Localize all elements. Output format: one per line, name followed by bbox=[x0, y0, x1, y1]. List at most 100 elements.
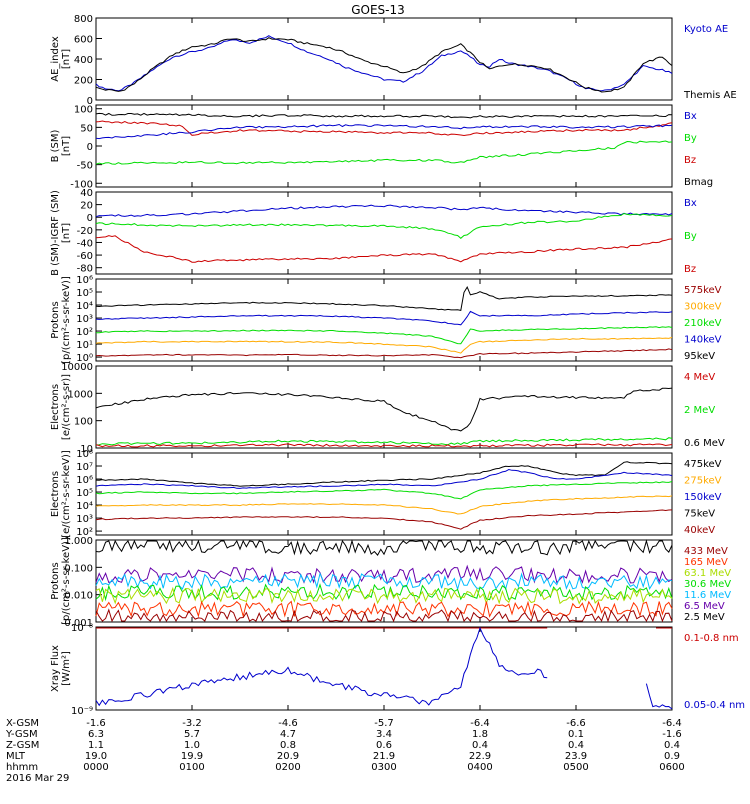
series-line-165-mev bbox=[95, 600, 673, 619]
x-axis-value: 19.0 bbox=[85, 751, 107, 762]
legend-entry: Themis AE bbox=[683, 90, 737, 101]
series-line-bmag bbox=[95, 112, 673, 119]
panel-frame bbox=[95, 17, 673, 101]
x-axis-row-label: hhmm bbox=[6, 762, 38, 773]
y-tick-label: 50 bbox=[80, 123, 93, 134]
x-axis-value: -6.4 bbox=[470, 718, 490, 729]
legend-entry: 11.6 MeV bbox=[684, 590, 731, 601]
series-line-433-mev bbox=[95, 608, 673, 623]
y-tick-label: -50 bbox=[77, 161, 93, 172]
y-tick-label: 1.000 bbox=[64, 536, 93, 547]
x-axis-value: 0600 bbox=[659, 762, 684, 773]
legend-entry: 575keV bbox=[684, 285, 722, 296]
y-tick-label: 0.100 bbox=[64, 563, 93, 574]
series-line-bx bbox=[95, 123, 673, 140]
series-line-210kev bbox=[95, 326, 673, 345]
y-tick-label: 10⁶ bbox=[76, 275, 93, 286]
y-axis-label: [e/(cm²-s-sr-keV)] bbox=[61, 450, 72, 538]
y-tick-label: -100 bbox=[70, 179, 93, 190]
legend-entry: 475keV bbox=[684, 459, 722, 470]
y-tick-label: 40 bbox=[80, 188, 93, 199]
y-tick-label: 100 bbox=[74, 105, 93, 116]
y-tick-label: 10000 bbox=[61, 362, 93, 373]
y-axis-label: Protons bbox=[50, 562, 61, 599]
panel-7: 0.001 0.010 0.100 1.000 Protons [p/(cm²-s-sr-… bbox=[50, 536, 731, 629]
series-line-2-5-mev bbox=[95, 539, 673, 556]
y-axis-label: [e/(cm²-s-sr)] bbox=[61, 374, 72, 440]
y-tick-label: 0 bbox=[87, 142, 93, 153]
y-axis-label: Xray Flux bbox=[50, 645, 61, 692]
y-tick-label: 200 bbox=[74, 76, 93, 87]
series-line-kyoto-ae bbox=[95, 35, 673, 92]
y-axis-label: B (SM) bbox=[50, 129, 61, 162]
x-axis-value: -6.6 bbox=[566, 718, 586, 729]
x-axis-value: 4.7 bbox=[280, 729, 296, 740]
y-tick-label: -20 bbox=[77, 226, 93, 237]
y-tick-label: 800 bbox=[74, 14, 93, 25]
x-axis-row-label: Z-GSM bbox=[6, 740, 39, 751]
legend-entry: 275keV bbox=[684, 476, 722, 487]
x-axis-value: 0100 bbox=[179, 762, 204, 773]
y-axis-label: B (SM)-IGRF (SM) bbox=[50, 190, 61, 276]
y-tick-label: 0.001 bbox=[64, 618, 93, 629]
plot-title: GOES-13 bbox=[351, 3, 405, 17]
series-line-6-5-mev bbox=[95, 564, 673, 584]
y-tick-label: 0 bbox=[87, 96, 93, 107]
legend-entry: 0.05-0.4 nm bbox=[684, 700, 745, 711]
x-axis-value: 0.8 bbox=[280, 740, 296, 751]
legend-entry: 63.1 MeV bbox=[684, 568, 731, 579]
series-line-themis-ae bbox=[95, 37, 673, 93]
series-line-4-mev bbox=[95, 443, 673, 448]
legend-entry: By bbox=[684, 133, 697, 144]
x-axis-row-label: MLT bbox=[6, 751, 26, 762]
date-label: 2016 Mar 29 bbox=[6, 773, 69, 784]
legend-entry: 75keV bbox=[684, 509, 715, 520]
y-tick-label: 10⁴ bbox=[76, 301, 93, 312]
panel-frame bbox=[95, 626, 673, 711]
x-axis-value: -3.2 bbox=[182, 718, 202, 729]
panel-3: -80 -60 -40-20 020 40 B (SM)-IGRF (SM) [nT] Bx B… bbox=[50, 188, 697, 276]
y-tick-label: 10⁸ bbox=[76, 449, 93, 460]
x-axis-row-label: Y-GSM bbox=[5, 729, 38, 740]
series-line-2-mev bbox=[95, 437, 673, 446]
x-axis-value: 0200 bbox=[275, 762, 300, 773]
legend-entry: 2.5 MeV bbox=[684, 612, 725, 623]
legend-entry: Bmag bbox=[684, 177, 713, 188]
legend-entry: 433 MeV bbox=[684, 546, 728, 557]
x-axis-value: 23.9 bbox=[565, 751, 587, 762]
y-tick-label: 10² bbox=[76, 327, 93, 338]
series-line-0-6-mev bbox=[95, 387, 673, 432]
legend-entry: 140keV bbox=[684, 335, 722, 346]
y-tick-label: 10² bbox=[76, 527, 93, 538]
y-tick-label: 10⁰ bbox=[76, 353, 93, 364]
y-tick-label: 10⁵ bbox=[76, 288, 93, 299]
series-line-bz bbox=[95, 235, 673, 263]
series-line-150kev bbox=[95, 481, 673, 500]
series-line-95kev bbox=[95, 285, 673, 311]
y-axis-label: Electrons bbox=[50, 471, 61, 517]
y-axis-label: Electrons bbox=[50, 384, 61, 430]
x-axis-value: 1.1 bbox=[88, 740, 104, 751]
panel-4: 10⁰ 10¹ 10² 10³ 10⁴ 10⁵ 10⁶ Protons [p/(cm²-s-sr… bbox=[50, 275, 722, 364]
x-axis-value: 0.1 bbox=[568, 729, 584, 740]
legend-entry: 150keV bbox=[684, 492, 722, 503]
y-tick-label: 10⁵ bbox=[76, 488, 93, 499]
y-tick-label: 1000 bbox=[68, 389, 93, 400]
y-tick-label: 10⁻⁸ bbox=[71, 623, 93, 634]
legend-entry: Bz bbox=[684, 264, 696, 275]
y-axis-label: [W/m²] bbox=[61, 651, 72, 686]
x-axis-value: 1.8 bbox=[472, 729, 488, 740]
series-line-275kev bbox=[95, 495, 673, 515]
panel-frame bbox=[95, 191, 673, 275]
panel-frame bbox=[95, 278, 673, 362]
x-axis-value: 0000 bbox=[83, 762, 108, 773]
y-tick-label: 10³ bbox=[76, 514, 93, 525]
x-axis-value: 6.3 bbox=[88, 729, 104, 740]
series-line-300kev bbox=[95, 336, 673, 354]
x-axis-value: 0.4 bbox=[472, 740, 488, 751]
x-axis-value: 0.4 bbox=[664, 740, 680, 751]
y-axis-label: [nT] bbox=[61, 49, 72, 69]
x-axis-value: 0.4 bbox=[568, 740, 584, 751]
